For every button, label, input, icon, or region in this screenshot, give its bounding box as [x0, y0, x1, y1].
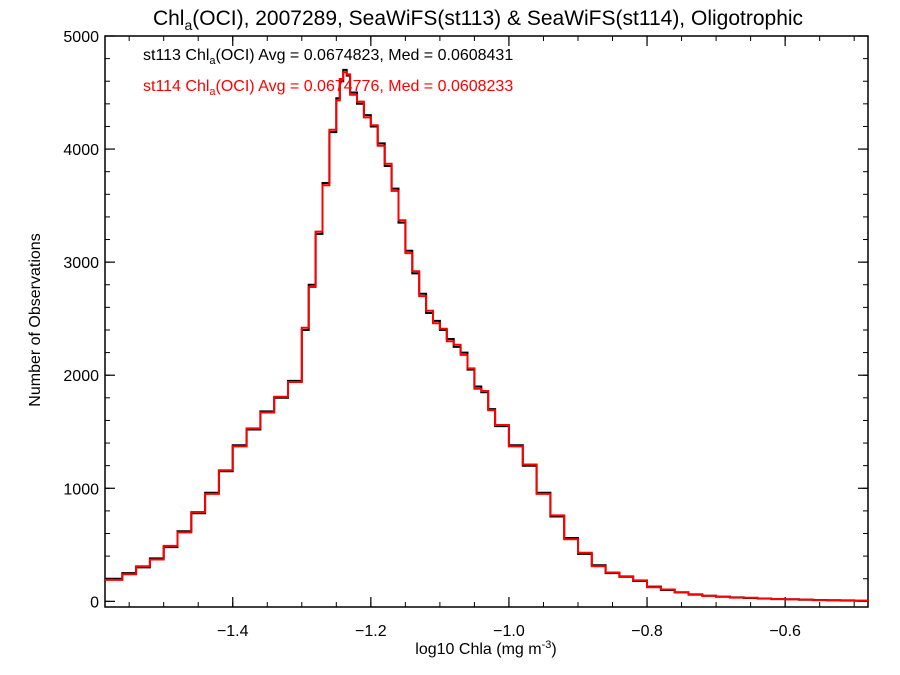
legend-entry-st114: st114 Chla(OCI) Avg = 0.0674776, Med = 0…: [143, 78, 513, 98]
series-line-st113: [105, 68, 868, 602]
chart-title: Chla(OCI), 2007289, SeaWiFS(st113) & Sea…: [153, 7, 803, 33]
legend: st113 Chla(OCI) Avg = 0.0674823, Med = 0…: [143, 47, 513, 98]
series-layer: [105, 68, 869, 602]
y-tick-label: 0: [90, 594, 99, 611]
x-tick-label: −1.4: [217, 623, 249, 640]
y-tick-label: 4000: [63, 142, 99, 159]
y-tick-label: 5000: [63, 29, 99, 46]
y-tick-label: 3000: [63, 255, 99, 272]
y-tick-label: 2000: [63, 368, 99, 385]
y-axis-label: Number of Observations: [27, 233, 44, 406]
x-tick-label: −0.6: [769, 623, 801, 640]
plot-frame: [104, 35, 869, 608]
series-line-st114: [105, 71, 869, 602]
x-tick-label: −1.2: [355, 623, 387, 640]
axis-ticks: [105, 35, 868, 607]
tick-labels: −1.4 −1.2 −1.0 −0.8 −0.6 0 1000 2000 3000 4000 500…: [63, 29, 801, 640]
x-tick-label: −0.8: [631, 623, 663, 640]
legend-entry-st113: st113 Chla(OCI) Avg = 0.0674823, Med = 0…: [143, 47, 513, 67]
x-tick-label: −1.0: [493, 623, 525, 640]
x-axis-label: log10 Chla (mg m-3): [415, 639, 556, 658]
plot-border: [104, 35, 869, 608]
y-tick-label: 1000: [63, 481, 99, 498]
